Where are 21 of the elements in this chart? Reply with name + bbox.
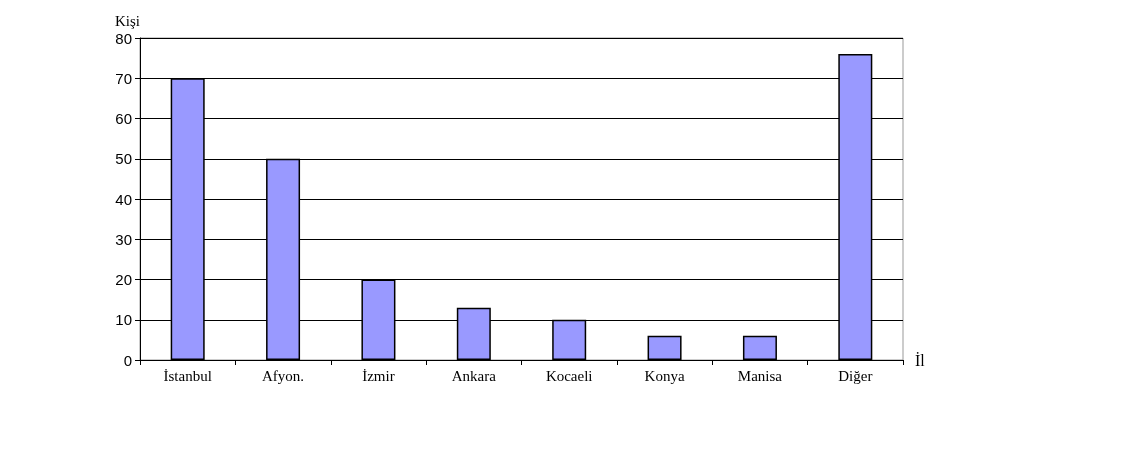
x-tick-label: Manisa: [737, 367, 783, 384]
y-tick-label: 60: [115, 110, 132, 127]
x-tick-label: Kocaeli: [545, 367, 593, 384]
bar: [647, 335, 682, 360]
x-tick-label: Konya: [644, 367, 685, 384]
y-tick-label: 80: [115, 29, 132, 47]
x-tick-label: İstanbul: [163, 367, 212, 384]
y-tick-label: 70: [115, 69, 132, 87]
x-tick-label: Ankara: [451, 367, 497, 384]
x-tick-label: Diğer: [838, 367, 873, 384]
y-tick-label: 20: [115, 271, 132, 288]
x-axis-title: İl: [915, 351, 926, 369]
y-axis-title: Kişi: [114, 12, 140, 29]
y-tick-label: 10: [115, 311, 132, 329]
y-tick-label: 50: [115, 150, 132, 168]
y-tick-label: 30: [115, 230, 132, 248]
y-tick-label: 0: [123, 351, 132, 369]
x-tick-label: Afyon.: [262, 367, 305, 384]
bar: [742, 335, 777, 360]
x-tick-label: İzmir: [362, 367, 395, 384]
y-tick-label: 40: [115, 190, 132, 208]
